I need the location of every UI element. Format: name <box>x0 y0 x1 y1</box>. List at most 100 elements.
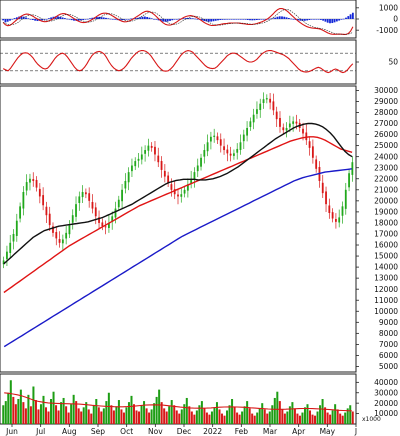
candle-body <box>190 178 193 184</box>
volume-bar <box>163 408 166 424</box>
macd-histogram-bar <box>269 18 272 20</box>
volume-bar <box>306 404 309 424</box>
volume-bar <box>17 399 20 424</box>
macd-histogram-bar <box>130 18 133 20</box>
macd-histogram-bar <box>333 19 336 23</box>
candle-body <box>131 165 133 172</box>
volume-bar <box>183 404 186 424</box>
macd-histogram-bar <box>59 16 62 19</box>
candle-body <box>150 145 153 148</box>
candle-body <box>275 111 278 120</box>
volume-bar <box>14 404 17 424</box>
volume-bar <box>27 394 30 424</box>
candle-body <box>288 123 291 128</box>
candle-body <box>252 114 255 123</box>
macd-histogram-bar <box>329 19 331 24</box>
candle-body <box>213 135 216 137</box>
macd-histogram-bar <box>274 17 277 19</box>
candle-body <box>203 150 206 157</box>
price-tick-label: 28000 <box>374 108 398 117</box>
candle-body <box>75 204 77 217</box>
panel-frame <box>0 39 357 85</box>
macd-histogram-bar <box>244 19 247 20</box>
macd-histogram-bar <box>109 18 112 20</box>
macd-histogram-bar <box>285 17 288 19</box>
volume-bar <box>37 409 40 424</box>
macd-histogram-bar <box>281 16 283 19</box>
candle-body <box>108 222 110 229</box>
volume-bar <box>132 404 136 424</box>
candle-body <box>226 149 229 154</box>
candle-body <box>233 153 235 156</box>
volume-bar <box>200 401 203 424</box>
macd-histogram-bar <box>57 16 59 19</box>
macd-histogram-bar <box>349 14 352 19</box>
candle-body <box>81 192 84 198</box>
volume-bar <box>97 407 100 424</box>
macd-histogram-bar <box>230 19 233 20</box>
volume-bar <box>319 405 322 424</box>
macd-histogram-bar <box>187 17 190 19</box>
price-tick-label: 27000 <box>374 119 398 128</box>
volume-bar <box>175 410 178 424</box>
macd-histogram-bar <box>203 19 206 22</box>
macd-histogram-bar <box>125 19 128 20</box>
macd-panel: 1000 0 -1000 <box>0 0 398 39</box>
macd-histogram-bar <box>335 19 338 22</box>
macd-signal-line <box>2 9 354 35</box>
candle-body <box>15 220 18 236</box>
candle-body <box>249 121 252 127</box>
sma200-line <box>3 168 352 348</box>
candle-body <box>308 141 311 148</box>
candle-body <box>111 216 114 222</box>
candle-body <box>144 150 147 154</box>
macd-histogram-bar <box>15 17 18 19</box>
macd-histogram-bar <box>324 19 327 22</box>
volume-bar <box>39 404 42 424</box>
volume-bar <box>220 413 224 424</box>
candle-body <box>65 232 68 239</box>
volume-bar <box>24 408 27 424</box>
volume-bar <box>291 402 294 424</box>
candle-body <box>147 145 150 151</box>
candle-body <box>269 98 272 103</box>
candle-body <box>302 128 304 134</box>
candle-body <box>236 148 239 153</box>
price-tick-label: 15000 <box>374 252 398 261</box>
volume-bar <box>203 408 206 424</box>
candle-body <box>42 195 45 206</box>
volume-bar <box>231 399 234 424</box>
candle-body <box>124 180 127 189</box>
volume-bar <box>278 401 281 424</box>
macd-histogram-bar <box>143 16 146 19</box>
price-tick-label: 26000 <box>374 130 398 139</box>
price-tick-label: 7000 <box>379 340 398 349</box>
macd-histogram-bar <box>34 19 37 21</box>
volume-bar <box>303 407 306 424</box>
x-tick-label: Apr <box>292 427 306 436</box>
x-tick-label: Dec <box>177 427 192 436</box>
candle-body <box>285 127 288 131</box>
candle-body <box>154 146 156 155</box>
sma100-line <box>3 136 353 294</box>
volume-bar <box>80 411 83 424</box>
candle-body <box>91 202 94 209</box>
macd-histogram-bar <box>262 19 265 20</box>
volume-bar <box>195 410 198 424</box>
volume-bar <box>72 394 75 424</box>
macd-histogram-bar <box>171 19 174 21</box>
price-tick-label: 12000 <box>374 285 398 294</box>
volume-bar <box>115 406 118 424</box>
price-tick-label: 5000 <box>379 362 398 371</box>
macd-histogram-bar <box>86 18 89 20</box>
macd-histogram-bar <box>210 19 213 22</box>
candle-body <box>160 161 163 170</box>
candle-body <box>216 136 219 141</box>
price-tick-label: 9000 <box>379 318 398 327</box>
volume-bar <box>329 414 332 424</box>
macd-tick-label: 1000 <box>379 3 398 12</box>
macd-histogram-bar <box>303 19 306 21</box>
volume-bar <box>316 411 319 424</box>
panel-frame <box>0 85 357 373</box>
